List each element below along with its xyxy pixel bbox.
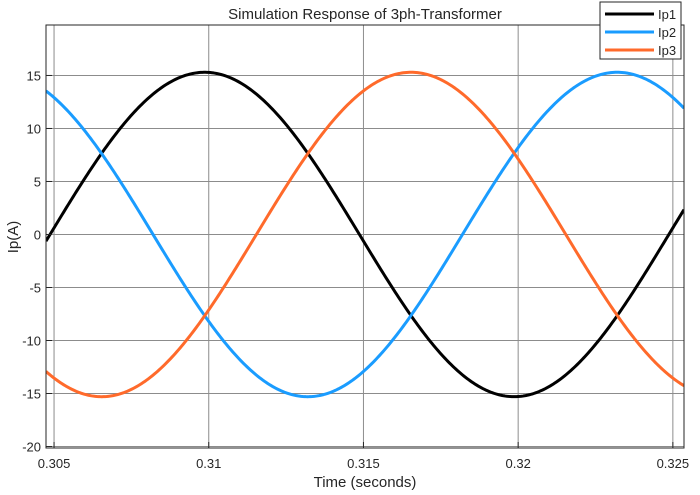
y-tick-label: 15 <box>27 68 41 83</box>
x-tick-label: 0.32 <box>506 456 531 471</box>
ticks: 0.305 0.31 0.315 0.32 0.325 -20 -15 -10 -5 0 5 10 15 <box>22 68 689 471</box>
x-axis-label: Time (seconds) <box>314 474 417 491</box>
grid-lines <box>46 25 684 448</box>
y-tick-label: 10 <box>27 121 41 136</box>
y-tick-label: -15 <box>22 387 41 402</box>
y-tick-label: -20 <box>22 440 41 455</box>
y-tick-label: 5 <box>34 174 41 189</box>
legend-label-ip2: Ip2 <box>658 25 676 40</box>
axes-box <box>45 24 685 449</box>
chart-title: Simulation Response of 3ph-Transformer <box>228 6 502 23</box>
legend-label-ip3: Ip3 <box>658 43 676 58</box>
legend: Ip1 Ip2 Ip3 <box>599 1 682 60</box>
x-tick-label: 0.325 <box>657 456 690 471</box>
y-axis-label: Ip(A) <box>5 221 22 254</box>
y-tick-label: -10 <box>22 334 41 349</box>
series-line-ip3 <box>46 70 684 399</box>
x-tick-label: 0.31 <box>196 456 221 471</box>
series-line-ip2 <box>46 70 684 399</box>
legend-label-ip1: Ip1 <box>658 7 676 22</box>
x-tick-label: 0.305 <box>38 456 71 471</box>
y-tick-label: 0 <box>34 227 41 242</box>
series-lines <box>46 70 684 399</box>
x-tick-label: 0.315 <box>347 456 380 471</box>
series-line-ip1 <box>46 70 684 399</box>
y-tick-label: -5 <box>29 280 41 295</box>
